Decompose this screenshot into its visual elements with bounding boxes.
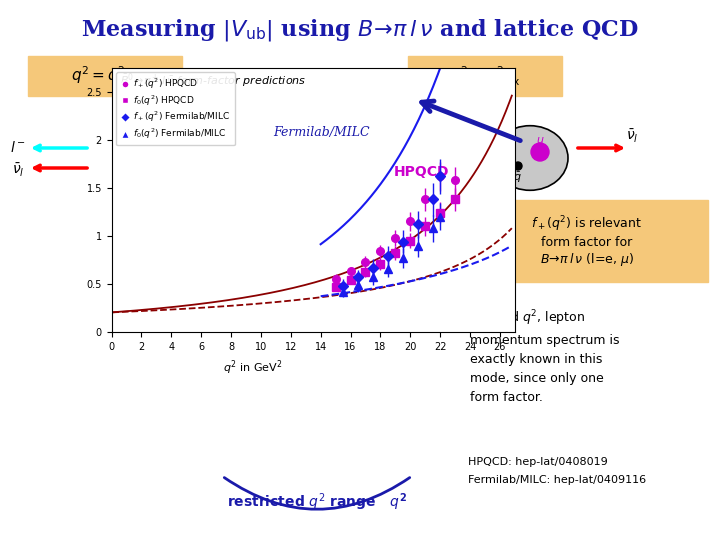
Ellipse shape: [132, 126, 208, 190]
Circle shape: [171, 143, 189, 161]
Text: $q^2 = q^2_{\rm max}$: $q^2 = q^2_{\rm max}$: [449, 64, 521, 87]
Text: $\bar{\nu}_l$: $\bar{\nu}_l$: [626, 127, 638, 145]
Circle shape: [154, 162, 162, 170]
Text: $u$: $u$: [536, 135, 544, 145]
Text: HPQCD: HPQCD: [394, 165, 449, 179]
Text: $\bar{q}$: $\bar{q}$: [153, 171, 161, 185]
Text: $f_+(q^2)$ is relevant
form factor for
$B\!\to\!\pi\, l\, \nu$ (l=e, $\mu$): $f_+(q^2)$ is relevant form factor for $…: [531, 214, 642, 268]
Text: $u$: $u$: [176, 135, 184, 145]
Text: $q^2$ in GeV$^2$: $q^2$ in GeV$^2$: [223, 359, 282, 377]
FancyBboxPatch shape: [408, 56, 562, 96]
Text: $\bar{\nu}_l$: $\bar{\nu}_l$: [12, 161, 24, 179]
Circle shape: [514, 162, 522, 170]
Text: $q^2 = q^2_{\rm min}$: $q^2 = q^2_{\rm min}$: [71, 64, 139, 87]
FancyBboxPatch shape: [28, 56, 182, 96]
Legend: $f_+(q^2)$ HPQCD, $f_0(q^2)$ HPQCD, $f_+(q^2)$ Fermilab/MILC, $f_0(q^2)$ Fermila: $f_+(q^2)$ HPQCD, $f_0(q^2)$ HPQCD, $f_+…: [116, 72, 235, 145]
Text: $l^-$: $l^-$: [402, 140, 418, 156]
Circle shape: [531, 143, 549, 161]
Text: $\bar{B}^0\!\to\!\pi^+\, l\, \bar{\nu}$ form-factor predictions: $\bar{B}^0\!\to\!\pi^+\, l\, \bar{\nu}$ …: [120, 71, 306, 90]
Text: At fixed $q^2$, lepton
momentum spectrum is
exactly known in this
mode, since on: At fixed $q^2$, lepton momentum spectrum…: [470, 308, 619, 403]
Text: Measuring $|V_{\rm ub}|$ using $B\!\to\!\pi\, l\, \nu$ and lattice QCD: Measuring $|V_{\rm ub}|$ using $B\!\to\!…: [81, 17, 639, 43]
Text: $\pi^+$: $\pi^+$: [235, 139, 255, 157]
Text: Fermilab/MILC: Fermilab/MILC: [273, 126, 369, 139]
Ellipse shape: [492, 126, 568, 190]
Text: $l^-$: $l^-$: [10, 140, 26, 156]
Text: HPQCD: hep-lat/0408019: HPQCD: hep-lat/0408019: [468, 457, 608, 467]
Text: $\bar{q}$: $\bar{q}$: [513, 171, 521, 185]
Text: restricted $q^2$ range   $q^{\mathbf{2}}$: restricted $q^2$ range $q^{\mathbf{2}}$: [227, 491, 407, 513]
Text: $\pi^+$: $\pi^+$: [460, 127, 480, 145]
FancyBboxPatch shape: [466, 200, 708, 282]
Text: Fermilab/MILC: hep-lat/0409116: Fermilab/MILC: hep-lat/0409116: [468, 475, 646, 485]
